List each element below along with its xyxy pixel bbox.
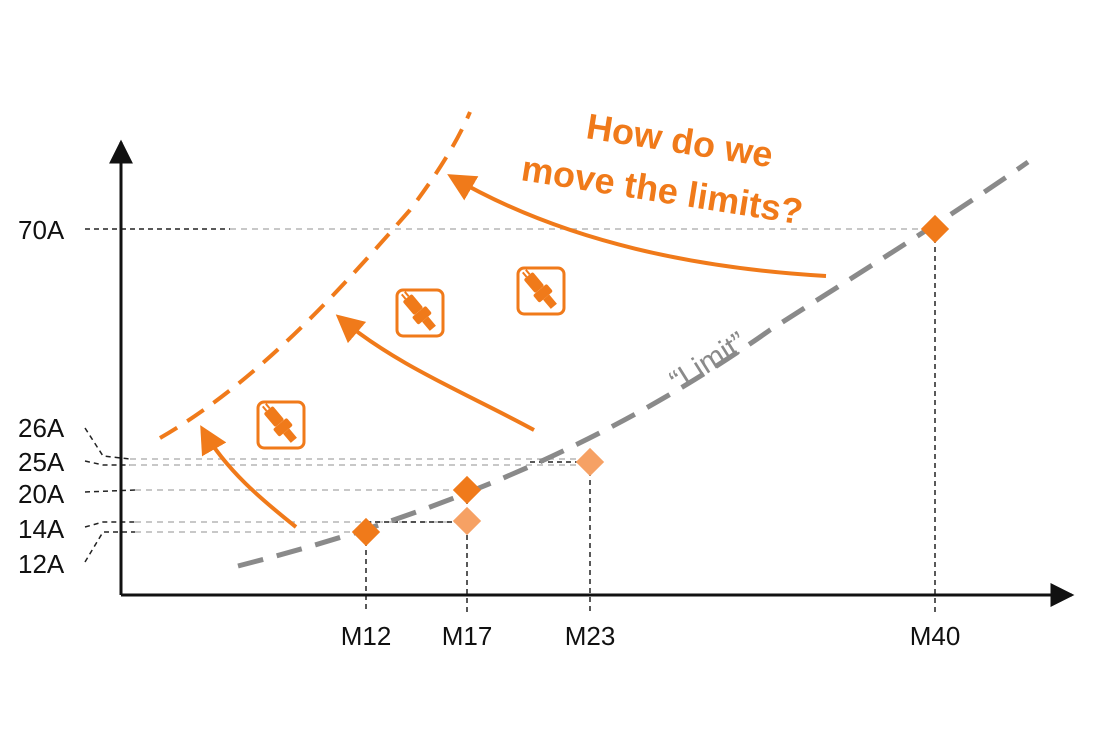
x-label-m17: M17 xyxy=(442,621,493,651)
improvement-arrows xyxy=(200,174,827,529)
leader-20a xyxy=(84,489,136,493)
y-label-14a: 14A xyxy=(18,514,65,544)
marker-m17-14a xyxy=(452,506,482,536)
leader-14a xyxy=(84,521,135,528)
y-label-26a: 26A xyxy=(18,413,65,443)
x-label-m12: M12 xyxy=(341,621,392,651)
y-label-12a: 12A xyxy=(18,549,65,579)
leader-lines xyxy=(84,228,936,612)
connector-icon xyxy=(256,400,306,450)
marker-m12-12a xyxy=(351,517,381,547)
limit-curve xyxy=(237,159,1030,569)
leader-12a xyxy=(84,531,135,563)
y-label-70a: 70A xyxy=(18,215,65,245)
y-labels: 70A 26A 25A 20A 14A 12A xyxy=(18,215,65,579)
arrow-large xyxy=(447,174,827,278)
target-limit-curve xyxy=(158,111,472,440)
arrow-small xyxy=(200,425,298,529)
y-label-25a: 25A xyxy=(18,447,65,477)
leader-26a xyxy=(84,427,131,460)
connector-icon xyxy=(395,288,445,338)
y-label-20a: 20A xyxy=(18,479,65,509)
arrow-medium xyxy=(335,314,535,432)
marker-m17-20a xyxy=(452,475,482,505)
x-label-m23: M23 xyxy=(565,621,616,651)
x-label-m40: M40 xyxy=(910,621,961,651)
marker-m40-70a xyxy=(920,214,950,244)
connector-icon xyxy=(516,266,566,316)
limit-label: “Limit” xyxy=(664,326,752,398)
leader-25a xyxy=(84,460,130,466)
marker-m23-25a xyxy=(575,447,605,477)
x-labels: M12 M17 M23 M40 xyxy=(341,621,961,651)
title: How do we move the limits? xyxy=(519,105,806,232)
